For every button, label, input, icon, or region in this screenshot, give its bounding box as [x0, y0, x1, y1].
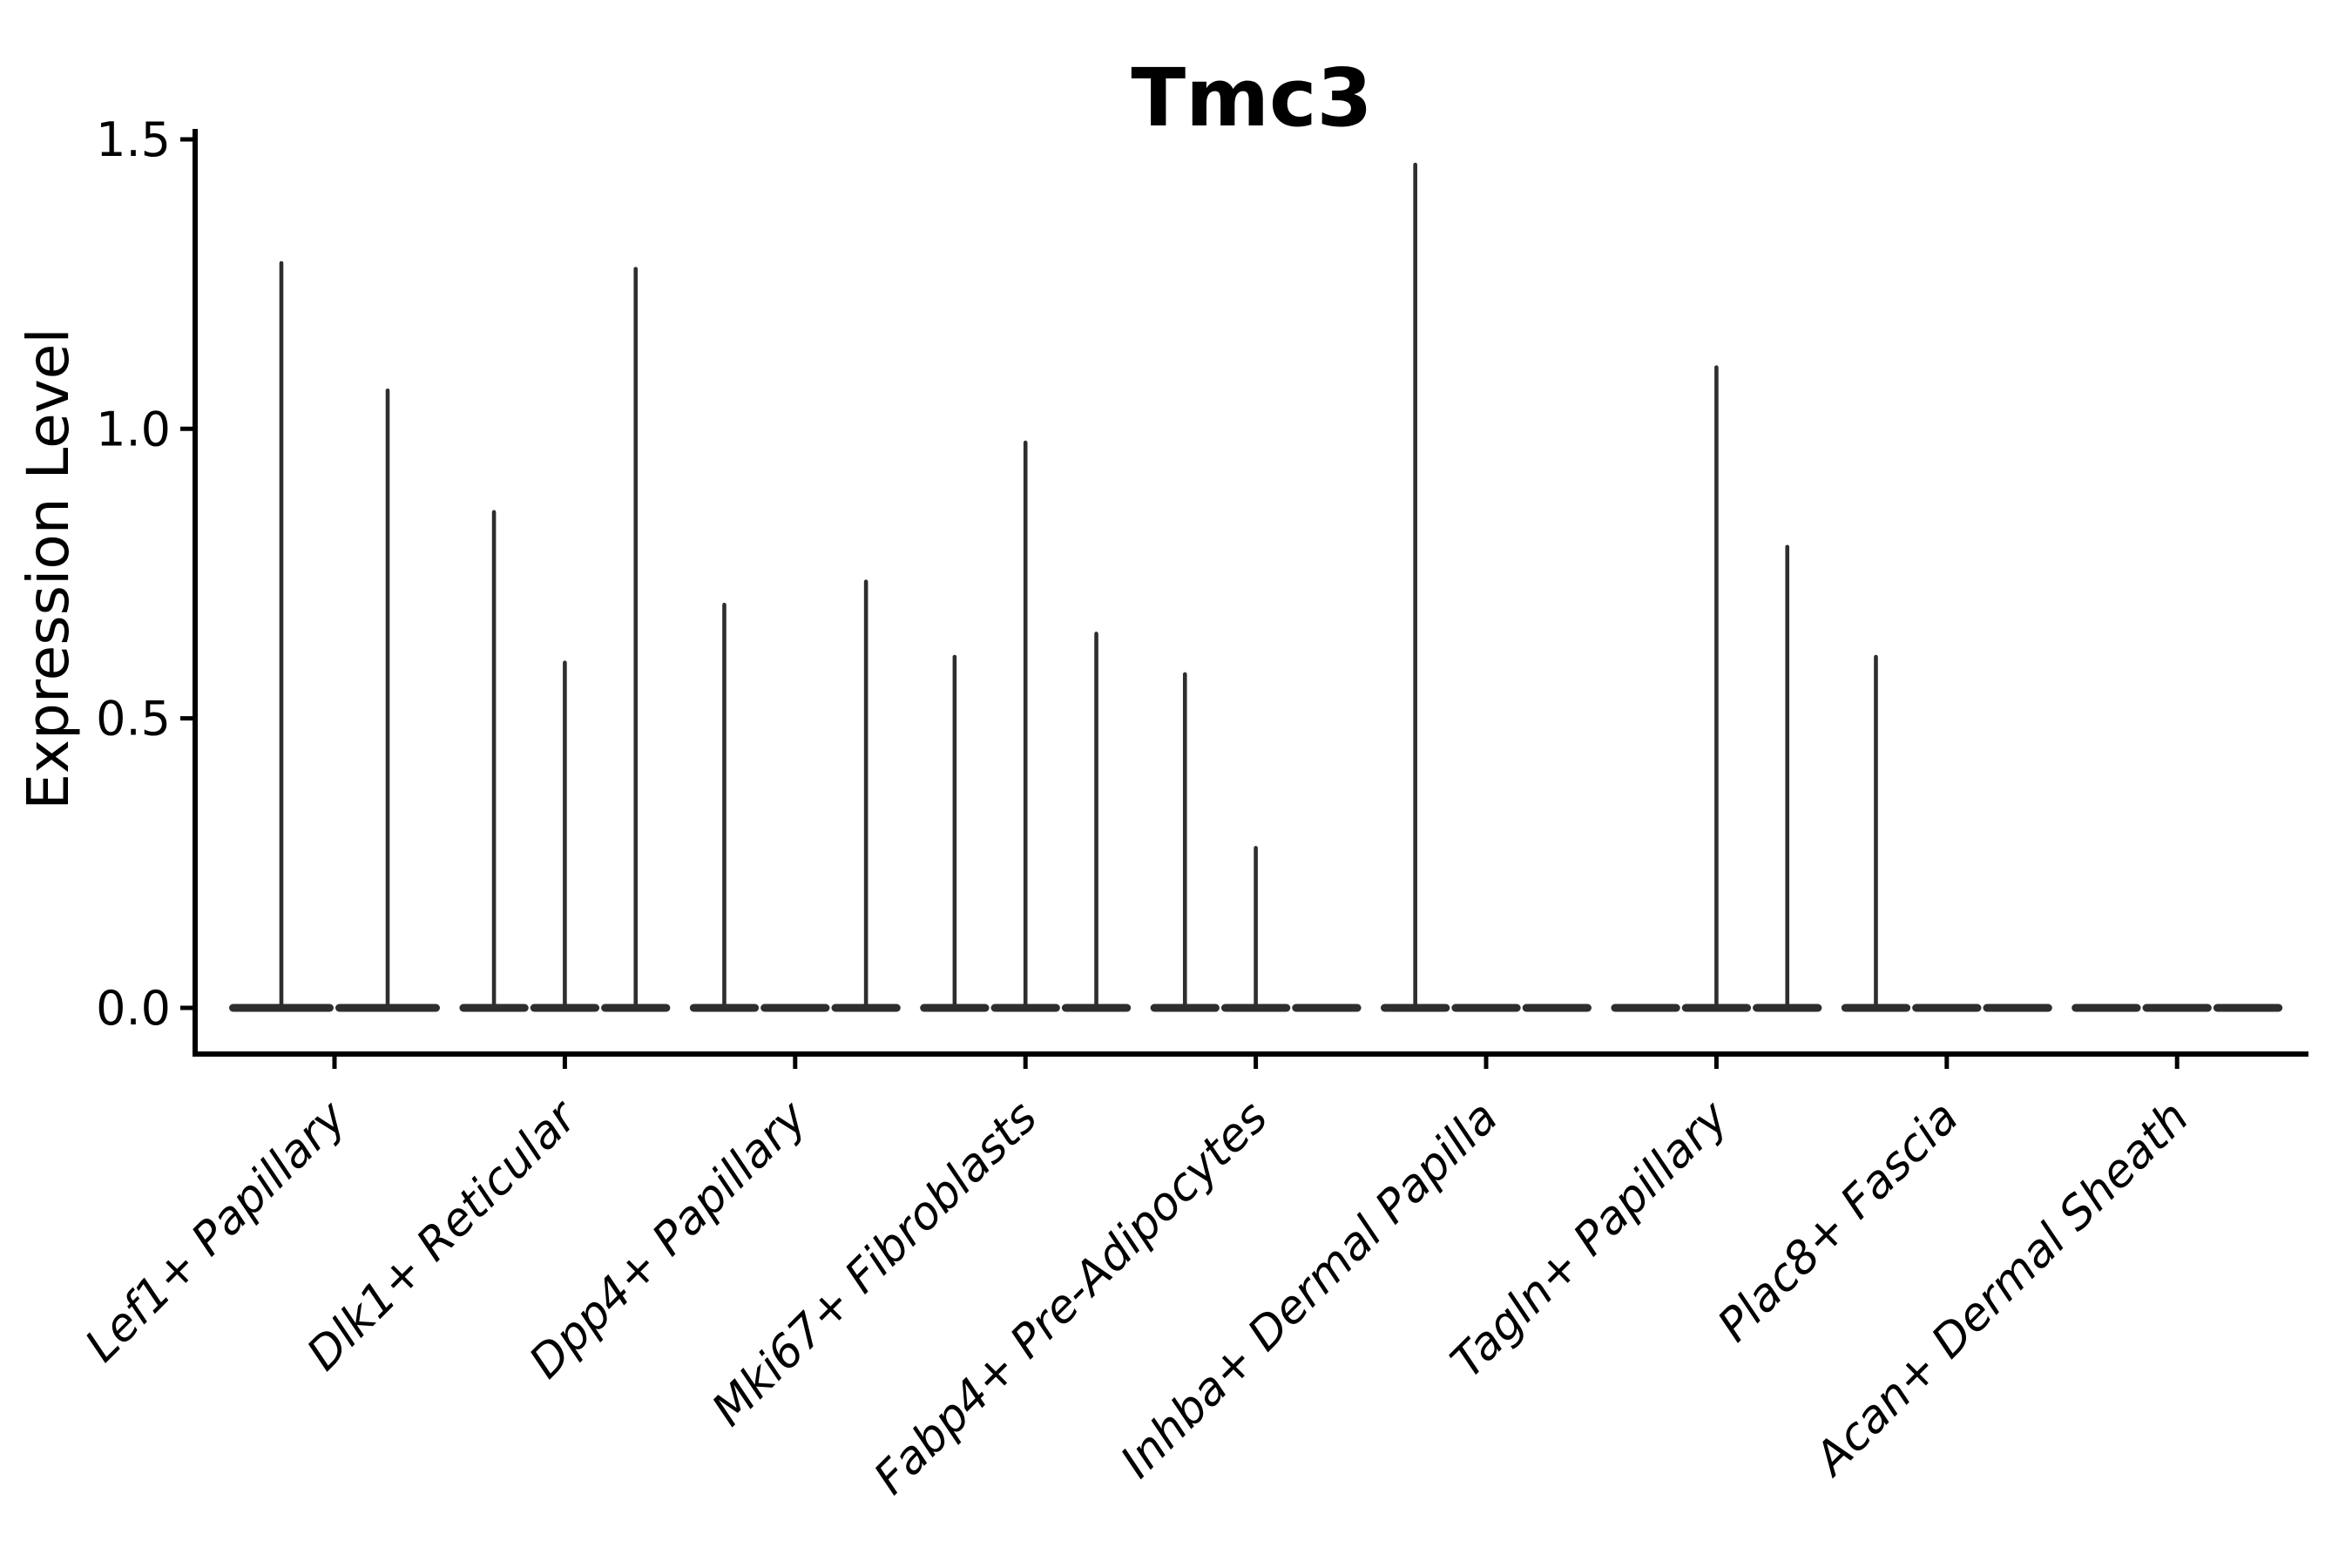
violin-base [1292, 1004, 1362, 1012]
violin-base [1451, 1004, 1521, 1012]
violin-base [760, 1004, 830, 1012]
violin-group [920, 440, 1132, 1012]
violin-base [1983, 1004, 2052, 1012]
y-axis-label: Expression Level [15, 328, 82, 809]
violin-base [2072, 1004, 2141, 1012]
x-tick-label: Acan+ Dermal Sheath [1803, 1092, 2199, 1487]
violin-base [1912, 1004, 1982, 1012]
violin-base [2213, 1004, 2283, 1012]
violin-group [689, 579, 901, 1012]
y-tick-label: 1.5 [96, 112, 171, 167]
violin-group [1841, 654, 2052, 1012]
violin-group [1611, 365, 1822, 1012]
violin-series [229, 162, 2283, 1012]
violin-group [1381, 162, 1592, 1012]
violin-base [1522, 1004, 1592, 1012]
x-tick-label: Fabp4+ Pre-Adipocytes [864, 1092, 1278, 1505]
y-tick-label: 1.0 [96, 402, 171, 456]
y-tick-label: 0.0 [96, 981, 171, 1036]
y-tick-label: 0.5 [96, 692, 171, 747]
violin-group [459, 267, 671, 1012]
violin-base [2142, 1004, 2212, 1012]
violin-group [1150, 672, 1362, 1012]
x-tick-label: Plac8+ Fascia [1708, 1092, 1969, 1352]
y-axis: 0.0 0.5 1.0 1.5 [96, 112, 198, 1057]
plot-title: Tmc3 [1131, 51, 1372, 145]
violin-group [2072, 1004, 2283, 1012]
violin-base [1611, 1004, 1680, 1012]
violin-group [229, 260, 440, 1012]
x-tick-label: Inhba+ Dermal Papilla [1111, 1092, 1508, 1489]
